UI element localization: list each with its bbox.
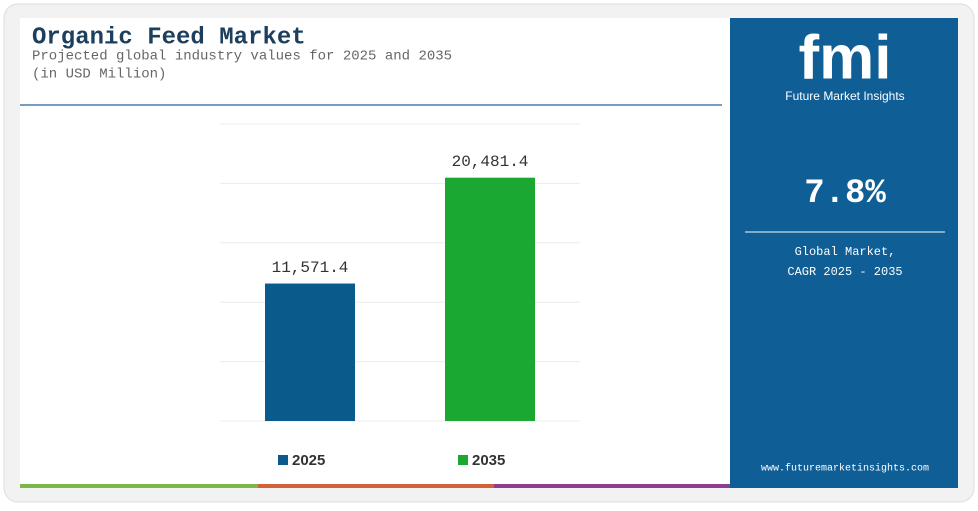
logo: fmi <box>799 23 892 92</box>
bar <box>445 177 535 421</box>
unit-label: (in USD Million) <box>32 67 166 83</box>
bar <box>265 283 355 421</box>
legend-swatch <box>278 455 288 465</box>
cagr-label: Global Market, <box>795 245 896 259</box>
chart-area <box>20 18 730 488</box>
cagr-value: 7.8% <box>804 175 886 213</box>
chart-subtitle: Projected global industry values for 202… <box>32 49 452 65</box>
stripe <box>494 484 730 488</box>
chart-title: Organic Feed Market <box>32 24 306 51</box>
legend-label: 2025 <box>292 452 325 469</box>
side-panel <box>730 18 958 488</box>
cagr-label: CAGR 2025 - 2035 <box>787 265 902 279</box>
legend-swatch <box>458 455 468 465</box>
url: www.futuremarketinsights.com <box>761 463 929 475</box>
value-label: 20,481.4 <box>452 153 529 171</box>
stripe <box>20 484 258 488</box>
stripe <box>258 484 494 488</box>
brand: Future Market Insights <box>785 89 904 103</box>
legend-label: 2035 <box>472 452 505 469</box>
value-label: 11,571.4 <box>272 259 349 277</box>
